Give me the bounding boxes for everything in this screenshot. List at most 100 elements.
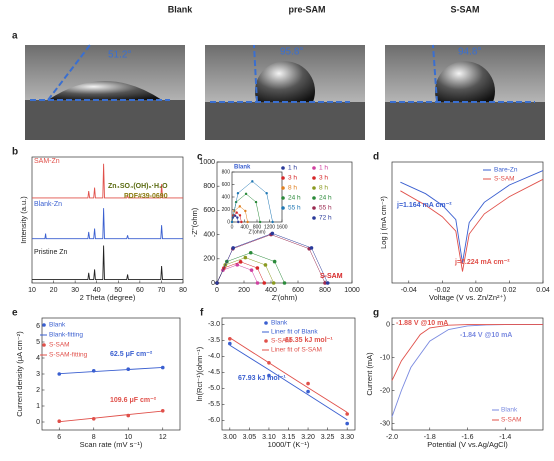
legend-swatch xyxy=(281,186,285,190)
series-line xyxy=(32,163,183,199)
legend-label: Liner fit of Blank xyxy=(271,329,318,336)
x-axis-label: 1000/T (K⁻¹) xyxy=(268,440,310,449)
x-tick-label: 3.00 xyxy=(223,434,237,441)
legend-label: S-SAM xyxy=(501,417,522,424)
legend-swatch xyxy=(281,196,285,200)
data-point xyxy=(345,412,349,416)
y-tick-label: 0 xyxy=(36,419,40,426)
column-title: Blank xyxy=(168,4,194,14)
y-tick-label: 400 xyxy=(203,231,215,238)
data-point xyxy=(230,220,234,224)
x-tick-label: 8 xyxy=(92,434,96,441)
x-tick-label: 800 xyxy=(319,287,331,294)
x-tick-label: 400 xyxy=(265,287,277,294)
legend-swatch xyxy=(312,176,316,180)
series-label: Pristine Zn xyxy=(34,249,68,256)
x-axis-label: 2 Theta (degree) xyxy=(80,293,136,302)
y-tick-label: -4.5 xyxy=(208,369,220,376)
data-point xyxy=(271,220,274,224)
data-point xyxy=(57,419,62,424)
y-tick-label: 1 xyxy=(36,403,40,410)
legend-swatch xyxy=(312,166,316,170)
data-point xyxy=(235,211,238,214)
data-point xyxy=(238,260,243,264)
y-tick-label: -20 xyxy=(380,387,390,394)
x-tick-label: -0.04 xyxy=(401,287,417,294)
x-tick-label: 3.30 xyxy=(340,434,354,441)
x-tick-label: 600 xyxy=(292,287,304,294)
y-tick-label: -6.0 xyxy=(208,417,220,424)
x-tick-label: 50 xyxy=(114,287,122,294)
y-tick-label: -5.5 xyxy=(208,401,220,408)
legend-label: S-SAM xyxy=(49,342,70,349)
legend-swatch xyxy=(264,339,268,343)
x-tick-label: 0 xyxy=(231,224,234,230)
legend-label: 1 h xyxy=(319,165,328,172)
y-tick-label: 2 xyxy=(36,387,40,394)
series-connector xyxy=(216,252,285,284)
data-point xyxy=(255,266,260,270)
data-point xyxy=(244,209,247,213)
y-tick-label: 200 xyxy=(222,207,231,213)
x-tick-label: -2.0 xyxy=(386,434,398,441)
contact-angle: 51.2° xyxy=(108,50,131,61)
x-tick-label: 1200 xyxy=(264,224,275,230)
data-point xyxy=(243,255,248,260)
annotation: j=1.164 mA cm⁻² xyxy=(396,202,452,209)
x-tick-label: -0.02 xyxy=(434,287,450,294)
data-point xyxy=(91,417,96,421)
contact-angle: 95.8° xyxy=(280,47,303,58)
panel-label: b xyxy=(12,147,18,158)
x-tick-label: 0.04 xyxy=(536,287,550,294)
x-tick-label: -1.6 xyxy=(461,434,473,441)
x-tick-label: 1600 xyxy=(276,224,287,230)
legend-label: 72 h xyxy=(319,215,332,222)
data-point xyxy=(345,421,349,426)
data-point xyxy=(309,246,314,250)
legend-label: Blank xyxy=(49,322,66,329)
data-point xyxy=(246,220,249,224)
y-tick-label: 800 xyxy=(203,183,215,190)
y-axis-label: Intensity (a.u.) xyxy=(19,196,28,244)
legend-swatch xyxy=(312,216,316,220)
photo xyxy=(385,44,545,140)
x-tick-label: 3.25 xyxy=(321,434,335,441)
data-point xyxy=(306,389,310,394)
legend-label: Liner fit of S-SAM xyxy=(271,347,322,354)
y-tick-label: 400 xyxy=(222,194,231,200)
y-tick-label: -5.0 xyxy=(208,385,220,392)
y-axis-label: Current (mA) xyxy=(365,352,374,396)
data-point xyxy=(265,192,268,195)
legend-swatch xyxy=(281,166,285,170)
data-point xyxy=(270,231,275,236)
legend-swatch xyxy=(42,343,46,347)
series-line xyxy=(400,178,544,272)
data-point xyxy=(251,180,254,183)
legend-label: 24 h xyxy=(288,195,301,202)
panel-label: d xyxy=(373,152,379,163)
legend-label: 3 h xyxy=(288,175,297,182)
data-point xyxy=(244,192,248,196)
panel-label: e xyxy=(12,308,18,319)
x-tick-label: 1000 xyxy=(344,287,360,294)
data-point xyxy=(236,192,240,195)
legend-label: 24 h xyxy=(319,195,332,202)
x-tick-label: 10 xyxy=(28,287,36,294)
annotation: 67.93 kJ mol⁻¹ xyxy=(238,375,286,382)
panel-label: a xyxy=(12,31,18,42)
series-line xyxy=(32,245,183,281)
data-point xyxy=(282,281,287,285)
panel-label: c xyxy=(197,152,203,163)
column-title: S-SAM xyxy=(451,4,480,14)
data-point xyxy=(254,200,258,204)
series-line xyxy=(59,410,163,423)
legend-swatch xyxy=(312,206,316,210)
y-tick-label: 0 xyxy=(211,280,215,287)
y-axis-label: Log j (mA cm⁻²) xyxy=(379,196,388,249)
legend-label: Bare-Zn xyxy=(494,167,518,174)
annotation: Blank xyxy=(234,165,251,171)
annotation: 109.6 μF cm⁻² xyxy=(110,397,157,404)
series-line xyxy=(391,324,543,381)
data-point xyxy=(262,281,267,285)
